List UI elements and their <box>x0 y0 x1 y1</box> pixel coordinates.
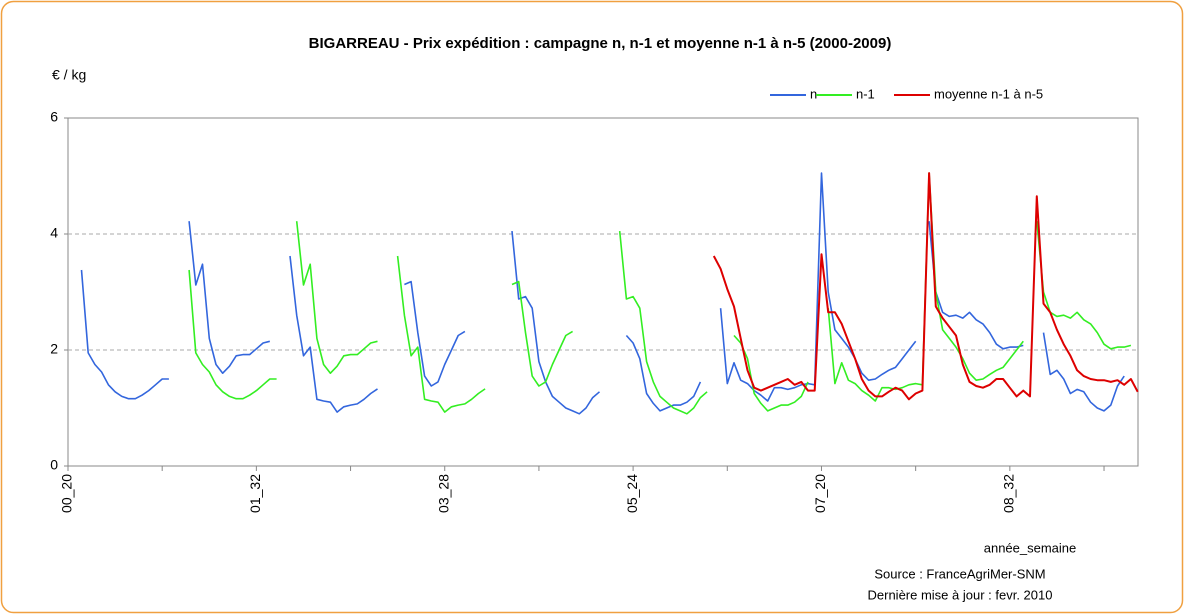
chart-title: BIGARREAU - Prix expédition : campagne n… <box>309 35 892 52</box>
x-axis-label: année_semaine <box>984 540 1077 555</box>
x-tick-label: 01_32 <box>247 474 263 513</box>
x-tick-label: 08_32 <box>1001 474 1017 513</box>
x-tick-label: 05_24 <box>624 474 640 513</box>
y-tick-label: 2 <box>50 341 58 357</box>
legend-label: n <box>810 86 817 101</box>
series-line <box>80 172 1125 415</box>
y-tick-label: 0 <box>50 457 58 473</box>
y-tick-label: 4 <box>50 225 58 241</box>
plot-frame <box>67 117 1139 467</box>
y-tick-label: 6 <box>50 109 58 125</box>
x-tick-label: 00_20 <box>59 474 75 513</box>
source: Source : FranceAgriMer-SNM <box>874 566 1045 581</box>
y-axis-label: € / kg <box>52 67 86 83</box>
update-note: Dernière mise à jour : fevr. 2010 <box>868 587 1053 602</box>
series-line <box>712 172 1139 401</box>
legend-label: n-1 <box>856 86 875 101</box>
x-tick-label: 03_28 <box>435 474 451 513</box>
x-tick-label: 07_20 <box>812 474 828 513</box>
legend-label: moyenne n-1 à n-5 <box>934 86 1043 101</box>
